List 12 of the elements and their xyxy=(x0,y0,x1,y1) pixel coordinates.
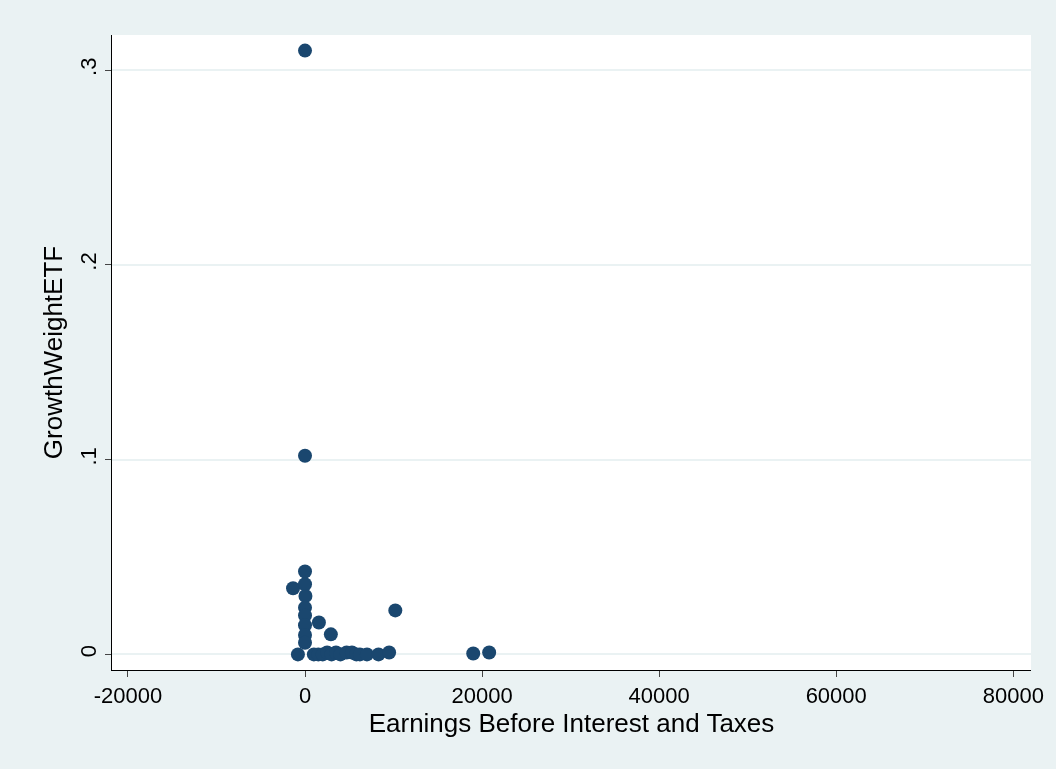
x-tick-label: 80000 xyxy=(982,683,1044,709)
y-axis-title: GrowthWeightETF xyxy=(37,245,68,460)
x-tick-label: 20000 xyxy=(451,683,513,709)
y-tick-label: .2 xyxy=(76,252,102,271)
x-tick-label: -20000 xyxy=(93,683,163,709)
y-tick-label: 0 xyxy=(76,644,102,658)
x-tick-label: 60000 xyxy=(805,683,867,709)
y-tick-label: .1 xyxy=(76,447,102,466)
x-tick-label: 0 xyxy=(298,683,312,709)
x-tick-label: 40000 xyxy=(628,683,690,709)
y-tick-label: .3 xyxy=(76,57,102,76)
x-axis-title: Earnings Before Interest and Taxes xyxy=(368,708,775,739)
